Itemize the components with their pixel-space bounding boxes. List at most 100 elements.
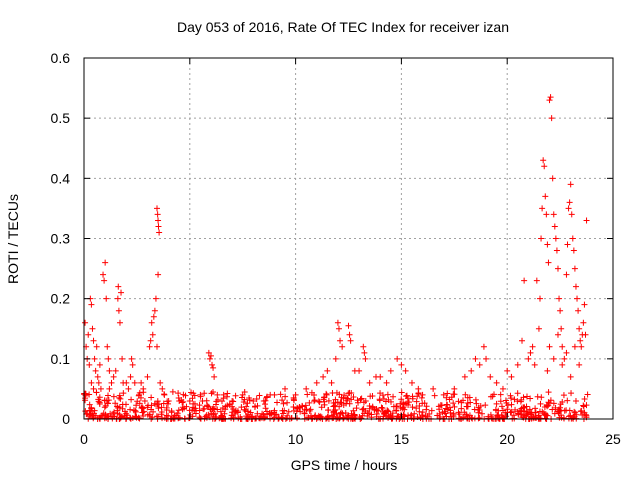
data-point [578,343,585,350]
data-point [188,389,195,396]
data-point [554,265,561,272]
data-point [524,411,531,418]
data-point [290,403,297,410]
data-point [423,403,430,410]
data-point [158,411,165,418]
data-point [348,410,355,417]
data-point [378,404,385,411]
data-point [443,394,450,401]
data-point [82,319,89,326]
data-point [279,407,286,414]
data-point [377,373,384,380]
data-point [217,408,224,415]
data-point [508,373,515,380]
data-point [256,392,263,399]
data-point [340,401,347,408]
data-point [154,401,161,408]
data-point [90,385,97,392]
data-point [515,410,522,417]
data-point [240,399,247,406]
data-point [114,407,121,414]
data-point [247,409,254,416]
data-point [103,414,110,421]
data-point [123,401,130,408]
data-point [504,406,511,413]
data-point [321,394,328,401]
data-point [238,404,245,411]
data-point [105,355,112,362]
data-point [219,413,226,420]
data-point [155,405,162,412]
data-point [203,397,210,404]
data-point [564,241,571,248]
data-point [403,393,410,400]
data-point [246,394,253,401]
data-point [290,396,297,403]
data-point [381,410,388,417]
data-point [525,355,532,362]
data-point [398,396,405,403]
data-point [461,409,468,416]
data-point [163,404,170,411]
data-point [229,403,236,410]
data-point [398,361,405,368]
data-point [97,385,104,392]
data-point [175,395,182,402]
data-point [494,412,501,419]
data-point [362,408,369,415]
data-point [487,373,494,380]
data-point [344,414,351,421]
data-point [207,406,214,413]
data-point [104,343,111,350]
data-point [580,403,587,410]
data-point [330,403,337,410]
data-point [155,271,162,278]
data-point [451,385,458,392]
data-point [350,393,357,400]
data-point [110,393,117,400]
data-point [544,367,551,374]
data-point [254,410,261,417]
data-point [86,401,93,408]
data-point [450,400,457,407]
data-point [325,406,332,413]
data-point [483,355,490,362]
data-point [559,343,566,350]
data-point [537,400,544,407]
data-point [175,390,182,397]
data-point [566,407,573,414]
data-point [118,289,125,296]
data-point [565,205,572,212]
data-point [508,401,515,408]
y-tick-label: 0.2 [51,291,71,307]
data-point [131,379,138,386]
data-point [336,403,343,410]
data-point [266,410,273,417]
data-point [214,391,221,398]
data-point [344,397,351,404]
data-point [468,367,475,374]
data-point [294,415,301,422]
data-point [306,407,313,414]
x-tick-label: 25 [605,431,621,447]
data-point [538,235,545,242]
data-point [191,400,198,407]
data-point [572,283,579,290]
data-point [541,163,548,170]
data-point [103,397,110,404]
data-point [144,373,151,380]
data-point [330,413,337,420]
data-point [271,414,278,421]
data-point [552,404,559,411]
data-point [581,396,588,403]
data-point [165,397,172,404]
data-point [316,399,323,406]
y-tick-label: 0 [62,411,70,427]
data-point [241,406,248,413]
data-point [419,391,426,398]
data-point [274,399,281,406]
data-point [346,331,353,338]
data-point [84,410,91,417]
data-point [557,307,564,314]
data-point [431,392,438,399]
